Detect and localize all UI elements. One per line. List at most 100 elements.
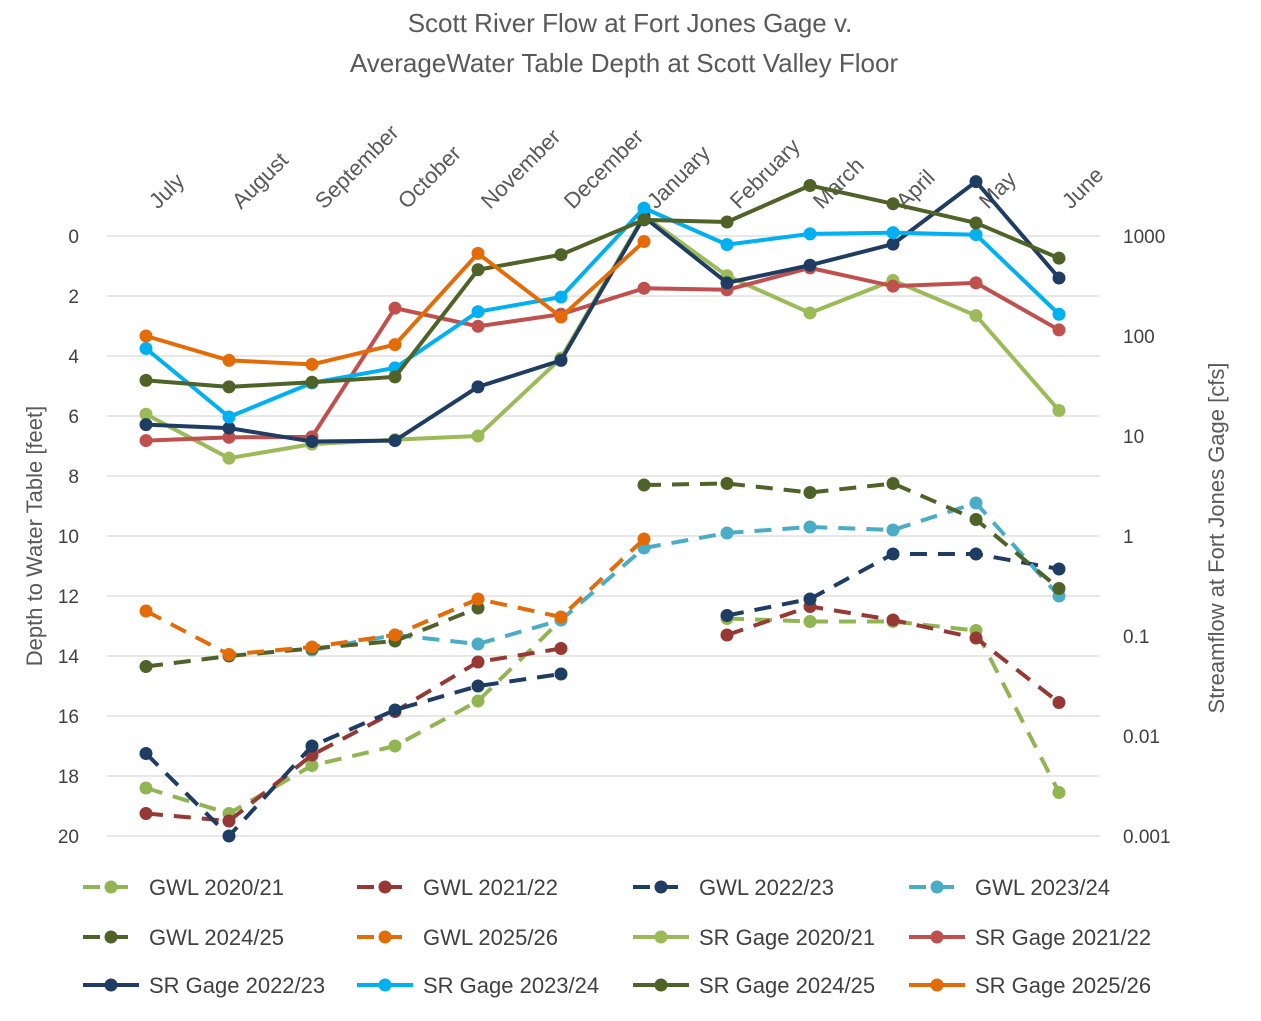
legend-swatch-marker	[378, 930, 392, 944]
month-label: February	[725, 134, 805, 214]
data-point	[471, 601, 485, 615]
series	[139, 600, 1066, 828]
y-tick-label: 8	[68, 467, 79, 488]
series-line	[726, 552, 1060, 618]
legend-item: GWL 2020/21	[83, 875, 284, 900]
y-tick-label: 12	[58, 587, 79, 608]
data-point	[471, 694, 485, 708]
data-point	[388, 301, 402, 315]
legend-label: SR Gage 2025/26	[975, 973, 1151, 998]
data-point	[969, 216, 983, 230]
data-point	[222, 451, 236, 465]
data-point	[886, 523, 900, 537]
data-point	[803, 306, 817, 320]
data-point	[305, 435, 319, 449]
data-point	[222, 410, 236, 424]
data-point	[471, 429, 485, 443]
series-line	[643, 481, 1061, 591]
data-point	[388, 434, 402, 448]
data-point	[222, 353, 236, 367]
series	[139, 209, 1066, 465]
legend-swatch-marker	[104, 880, 118, 894]
data-point	[969, 228, 983, 242]
gridlines	[107, 235, 1100, 837]
data-point	[637, 281, 651, 295]
data-point	[637, 478, 651, 492]
data-point	[1052, 271, 1066, 285]
chart-title-line-2: AverageWater Table Depth at Scott Valley…	[350, 48, 899, 78]
series	[139, 477, 1066, 673]
legend-swatch-marker	[654, 880, 668, 894]
data-point	[139, 373, 153, 387]
data-point	[388, 739, 402, 753]
data-point	[139, 747, 153, 760]
series-line	[145, 265, 1060, 443]
y2-tick-label: 100	[1123, 327, 1155, 348]
legend-swatch-marker	[378, 880, 392, 894]
y2-tick-label: 0.1	[1123, 627, 1149, 648]
data-point	[471, 380, 485, 394]
series	[139, 532, 651, 661]
data-point	[222, 380, 236, 394]
data-point	[305, 640, 319, 654]
legend-label: SR Gage 2024/25	[699, 973, 875, 998]
data-point	[471, 592, 485, 606]
data-point	[222, 430, 236, 444]
right-axis-label: Streamflow at Fort Jones Gage [cfs]	[1204, 363, 1229, 714]
data-point	[969, 513, 983, 526]
data-point	[886, 197, 900, 211]
data-point	[471, 263, 485, 277]
legend-item: SR Gage 2021/22	[909, 925, 1151, 950]
data-point	[1052, 696, 1066, 709]
data-point	[969, 631, 983, 645]
data-point	[886, 477, 900, 490]
plot-area	[139, 175, 1066, 843]
data-point	[886, 279, 900, 293]
legend-label: GWL 2023/24	[975, 875, 1110, 900]
series	[139, 235, 651, 371]
series-line	[145, 606, 479, 669]
y2-tick-label: 0.001	[1123, 827, 1171, 848]
series-line	[145, 646, 562, 823]
data-point	[471, 305, 485, 319]
data-point	[969, 276, 983, 290]
legend-label: GWL 2020/21	[149, 875, 284, 900]
data-point	[1052, 307, 1066, 321]
data-point	[1052, 251, 1066, 265]
data-point	[222, 814, 236, 828]
data-point	[139, 781, 153, 795]
data-point	[388, 338, 402, 352]
data-point	[388, 370, 402, 384]
y-tick-label: 6	[68, 407, 79, 428]
data-point	[803, 520, 817, 534]
legend-item: SR Gage 2022/23	[83, 973, 325, 998]
data-point	[1052, 786, 1066, 799]
legend-swatch-marker	[378, 978, 392, 992]
data-point	[803, 258, 817, 272]
y-tick-label: 16	[58, 707, 79, 728]
data-point	[1052, 323, 1066, 337]
data-point	[803, 178, 817, 192]
legend-label: GWL 2021/22	[423, 875, 558, 900]
legend-label: SR Gage 2020/21	[699, 925, 875, 950]
y-tick-label: 20	[58, 827, 79, 848]
legend-swatch-marker	[104, 978, 118, 992]
data-point	[554, 310, 568, 324]
data-point	[554, 642, 568, 655]
month-label: November	[476, 124, 565, 213]
data-point	[139, 407, 153, 421]
legend-label: GWL 2022/23	[699, 875, 834, 900]
y-tick-label: 14	[58, 647, 80, 668]
data-point	[720, 215, 734, 229]
series-line	[144, 672, 562, 838]
legend-swatch-marker	[654, 930, 668, 944]
data-point	[720, 477, 734, 490]
month-label: August	[227, 147, 293, 213]
series-line	[145, 183, 1060, 389]
legend-swatch-marker	[930, 930, 944, 944]
data-point	[720, 628, 734, 642]
data-point	[139, 418, 153, 432]
data-point	[803, 592, 817, 606]
legend-item: GWL 2023/24	[909, 875, 1110, 900]
